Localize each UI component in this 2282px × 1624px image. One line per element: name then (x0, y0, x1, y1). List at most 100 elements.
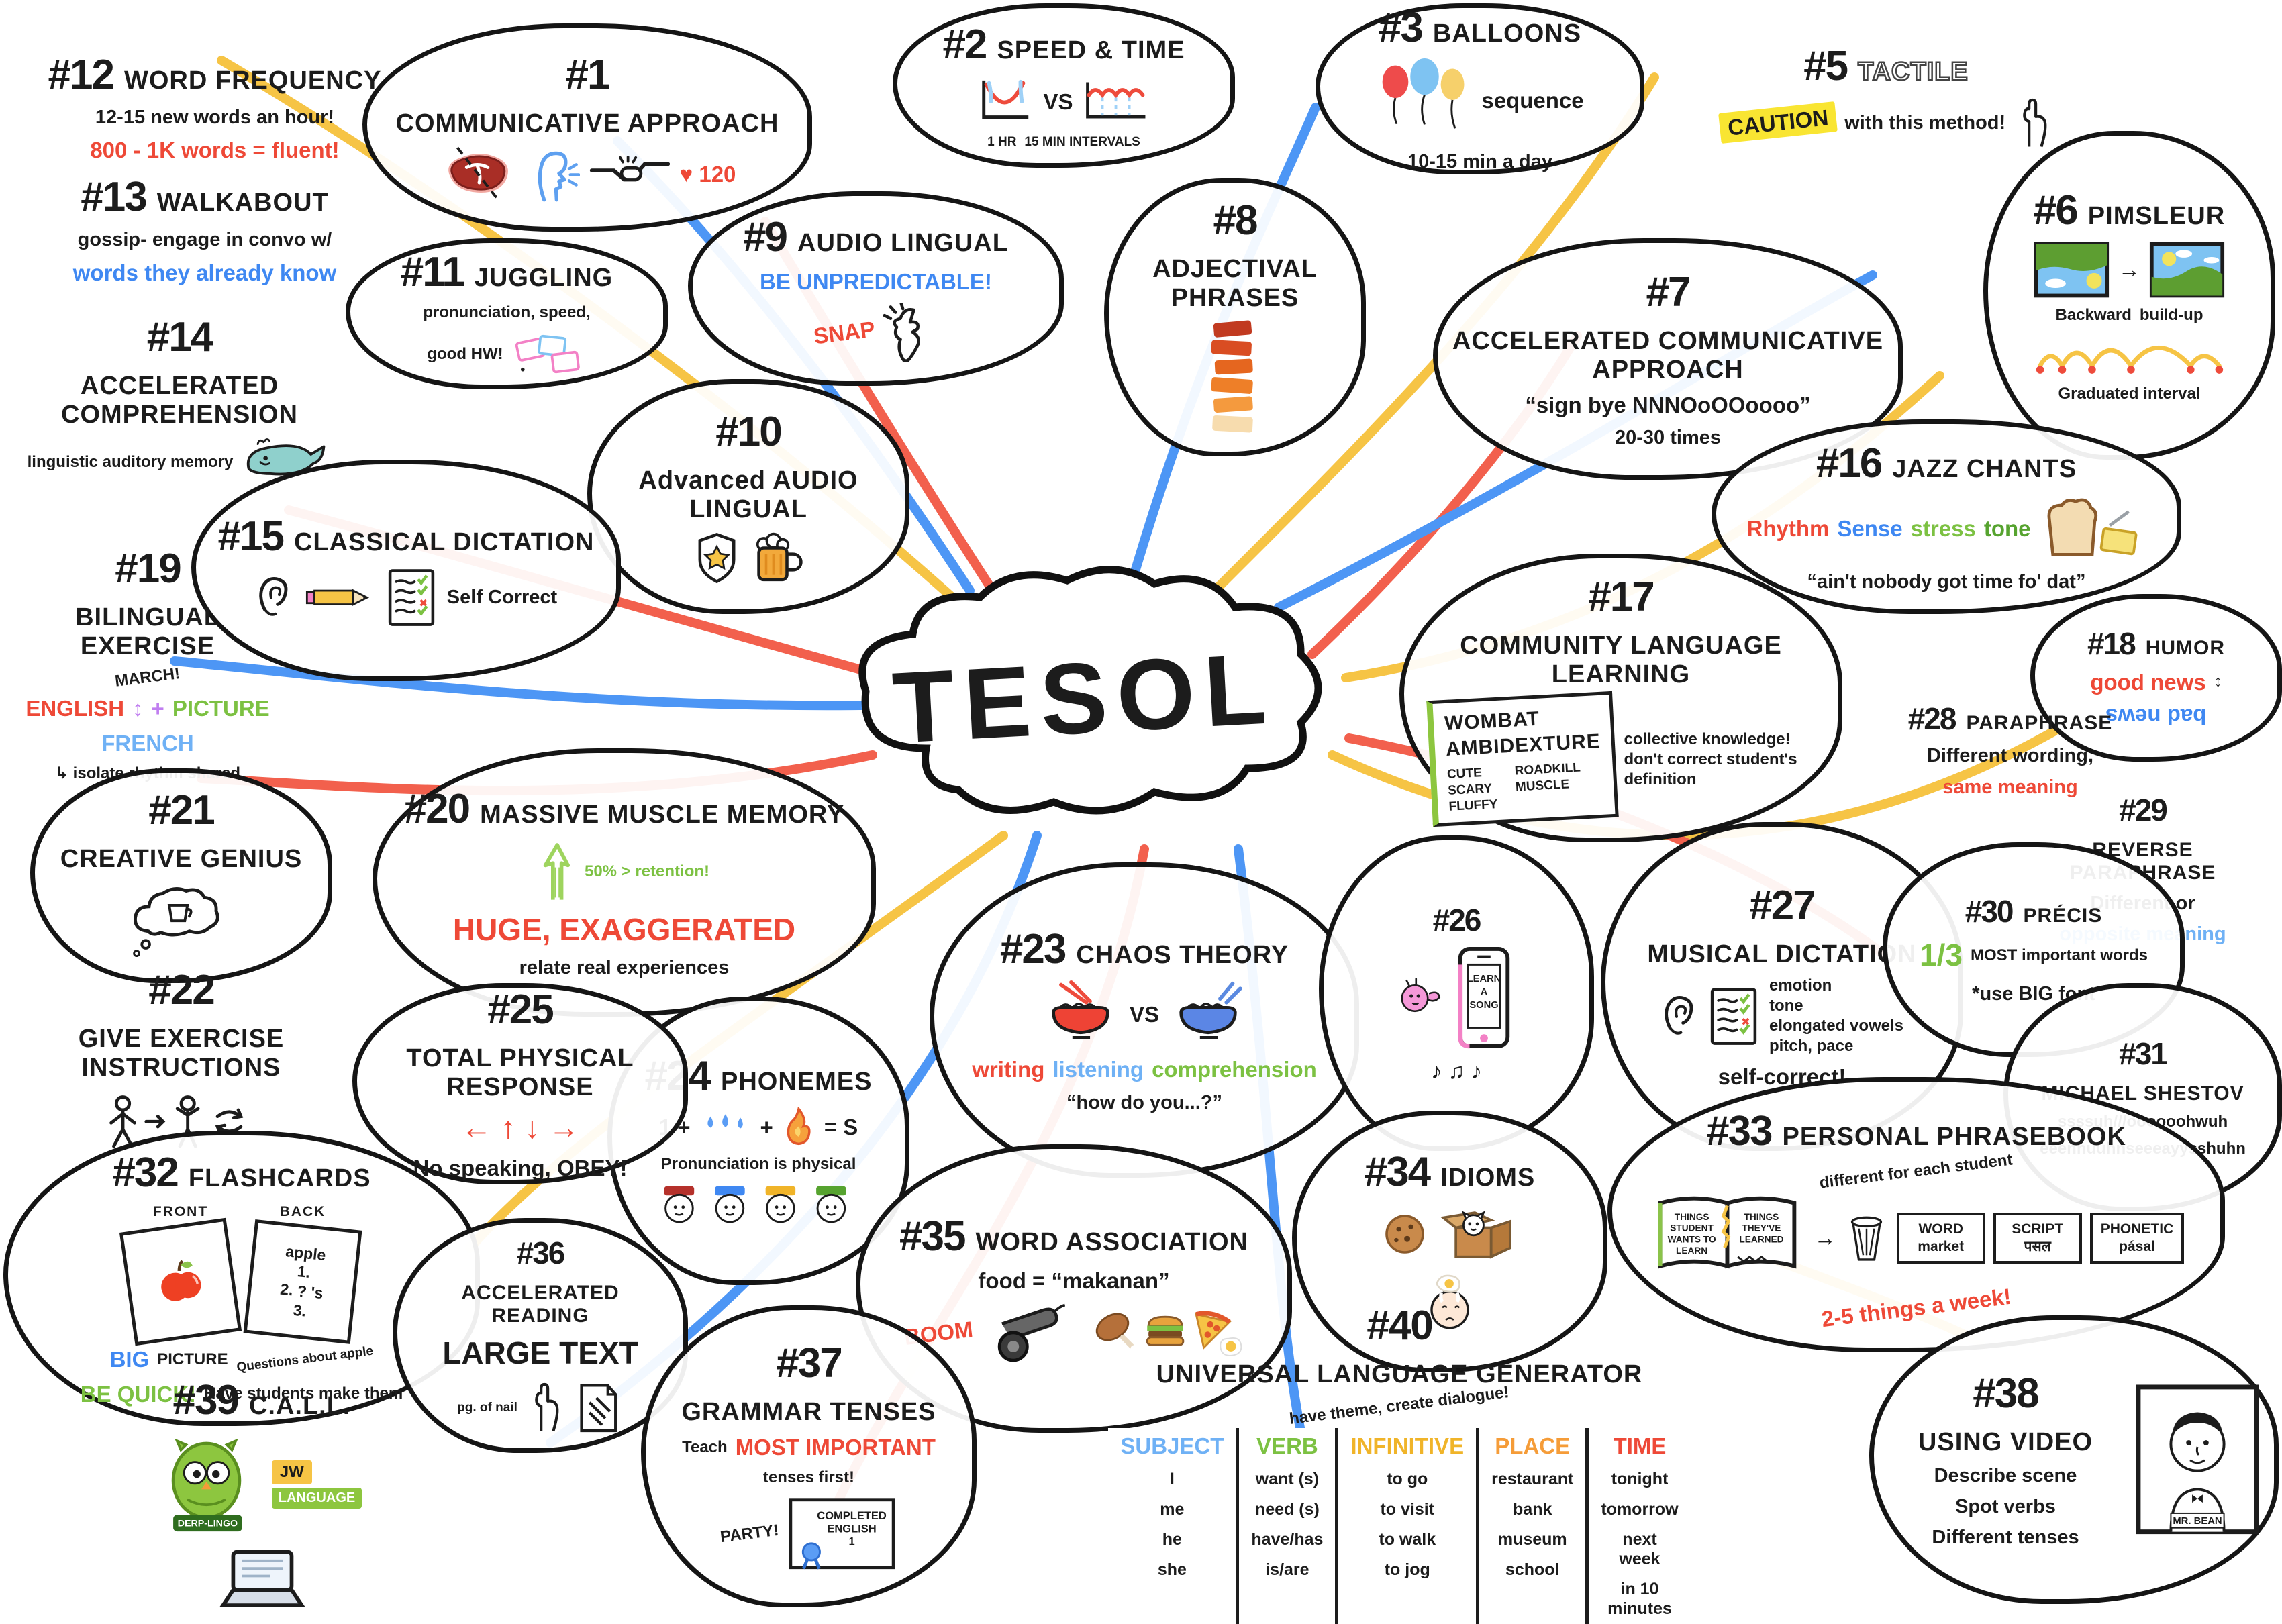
foods-icon (1089, 1304, 1244, 1362)
flash-icon: FRONT BACK apple 1. 2. ? 's 3. (119, 1203, 362, 1346)
table-column: VERB want (s) need (s) have/has is/are (1236, 1428, 1335, 1624)
node-title: GIVE EXERCISE INSTRUCTIONS (78, 1025, 285, 1082)
node-row: ENGLISH ↕ + PICTURE (26, 695, 269, 722)
svg-text:MR. BEAN: MR. BEAN (2173, 1516, 2222, 1527)
node-title: AUDIO LINGUAL (797, 229, 1009, 258)
node-row (1424, 1272, 1475, 1335)
text: FRENCH (101, 730, 194, 756)
node-row: same meaning (1942, 775, 2077, 799)
text: Graduated interval (2058, 385, 2201, 403)
node-row: “ain't nobody got time fo' dat” (1807, 570, 2086, 594)
node-row: ♪ ♫ ♪ (1431, 1057, 1482, 1084)
node-row: BE QUICK! Have students make them (81, 1380, 403, 1408)
table-cell: want (s) (1255, 1470, 1320, 1488)
text: ♥ 120 (679, 162, 736, 187)
text: VS (1129, 1002, 1160, 1027)
laptop-icon (214, 1547, 309, 1617)
paper-icon (384, 567, 439, 628)
node-number: #15 (217, 513, 285, 560)
node-row: No speaking, OBEY! (413, 1154, 627, 1182)
node-row: WOMBAT AMBIDEXTURE CUTE SCARY FLUFFY ROADKI… (1426, 691, 1812, 827)
node-header: #6 PIMSLEUR (2034, 187, 2225, 234)
bean-icon: MR. BEAN (2134, 1383, 2261, 1536)
text: PICTURE (157, 1350, 228, 1368)
text: 15 MIN INTERVALS (1024, 135, 1140, 150)
swatches-icon (1205, 319, 1264, 438)
node-row: 1 ++= S (659, 1106, 858, 1148)
node-row: ♥ 120 (439, 145, 736, 205)
node-26: #26 LEARN A SONG ♪ ♫ ♪ (1319, 835, 1594, 1151)
node-title: CHAOS THEORY (1076, 941, 1289, 970)
node-title: WORD ASSOCIATION (975, 1228, 1248, 1256)
node-title: PIMSLEUR (2087, 201, 2226, 230)
node-title: UNIVERSAL LANGUAGE GENERATOR (1156, 1360, 1643, 1388)
cannon-icon (981, 1301, 1081, 1364)
node-number: #36 (516, 1235, 566, 1271)
text: build-up (2139, 305, 2203, 324)
node-number: #33 (1706, 1108, 1773, 1155)
node-title: ACCELERATED COMPREHENSION (61, 372, 298, 429)
node-header: #14 ACCELERATED COMPREHENSION (20, 313, 339, 429)
text: + (151, 696, 164, 721)
node-header: #26 (1433, 902, 1482, 938)
node-34-idioms: #34 IDIOMS (1292, 1111, 1607, 1372)
node-number: #31 (2119, 1036, 2168, 1071)
thought-icon (126, 880, 237, 965)
node-32-flashcards: #32 FLASHCARDS FRONT BACK apple 1. 2. ? 's 3.… (3, 1131, 480, 1426)
pencil-icon (301, 582, 376, 613)
node-number: #12 (48, 51, 115, 98)
text: Spot verbs (1955, 1495, 2056, 1517)
node-row: 10-15 min a day (1407, 150, 1552, 174)
node-header: #16 JAZZ CHANTS (1816, 440, 2077, 487)
node-row: “how do you...?” (1066, 1090, 1222, 1115)
node-header: #1 COMMUNICATIVE APPROACH (381, 51, 794, 138)
table-cell: she (1157, 1560, 1187, 1579)
text: Questions about apple (236, 1343, 374, 1375)
node-2-speed-time: #2 SPEED & TIME VS 1 HR 15 MIN INTERVALS (893, 3, 1235, 168)
table-cell: tomorrow (1601, 1500, 1679, 1519)
node-number: #13 (81, 174, 147, 221)
node-row: MARCH! (114, 664, 181, 691)
text: Different tenses (1932, 1527, 2079, 1549)
node-title: HUMOR (2145, 636, 2226, 659)
node-row (693, 531, 804, 586)
node-title: MUSICAL DICTATION (1647, 940, 1917, 969)
toast-icon (2039, 494, 2146, 564)
node-title: ACCELERATED COMMUNICATIVE APPROACH (1452, 326, 1884, 384)
shake-icon (588, 155, 672, 194)
node-row: 20-30 times (1615, 425, 1721, 450)
ear-icon (255, 573, 293, 621)
node-11-juggling: #11 JUGGLING pronunciation, speed, good HW! (346, 238, 668, 389)
text: Different wording, (1926, 745, 2094, 767)
node-row: CAUTION with this method! (1718, 97, 2052, 150)
node-row: pg. of nail (457, 1380, 624, 1436)
cert-icon: COMPLETED ENGLISH 1 (787, 1494, 897, 1572)
text: ♪ ♫ ♪ (1430, 1058, 1483, 1083)
node-header: #25 TOTAL PHYSICAL RESPONSE (370, 986, 670, 1102)
text: → (2118, 257, 2140, 283)
node-title: GRAMMAR TENSES (681, 1398, 936, 1427)
uparrow-icon (539, 840, 577, 904)
chipcard-icon: SCRIPT पसल (1993, 1212, 2082, 1264)
table-cell: have/has (1251, 1530, 1324, 1549)
node-header: #20 MASSIVE MUSCLE MEMORY (404, 785, 845, 833)
table-cell: tonight (1611, 1470, 1669, 1488)
node-number: #28 (1907, 701, 1957, 737)
node-row: linguistic auditory memory (28, 436, 332, 488)
text: HUGE, EXAGGERATED (452, 911, 796, 947)
table-cell: school (1505, 1560, 1560, 1579)
text: 10-15 min a day (1407, 150, 1552, 172)
node-row (1205, 319, 1264, 438)
node-row: BIG PICTURE Questions about apple (110, 1343, 374, 1375)
node-title: PHONEMES (720, 1067, 873, 1096)
table-cell: bank (1513, 1500, 1552, 1519)
text: 1 HR (987, 135, 1017, 150)
node-header: #27 MUSICAL DICTATION (1619, 882, 1945, 969)
node-title: WALKABOUT (156, 189, 329, 217)
node-number: #22 (148, 967, 215, 1014)
column-header: TIME (1613, 1433, 1667, 1458)
node-title: TOTAL PHYSICAL RESPONSE (406, 1044, 634, 1102)
node-number: #3 (1378, 5, 1424, 52)
